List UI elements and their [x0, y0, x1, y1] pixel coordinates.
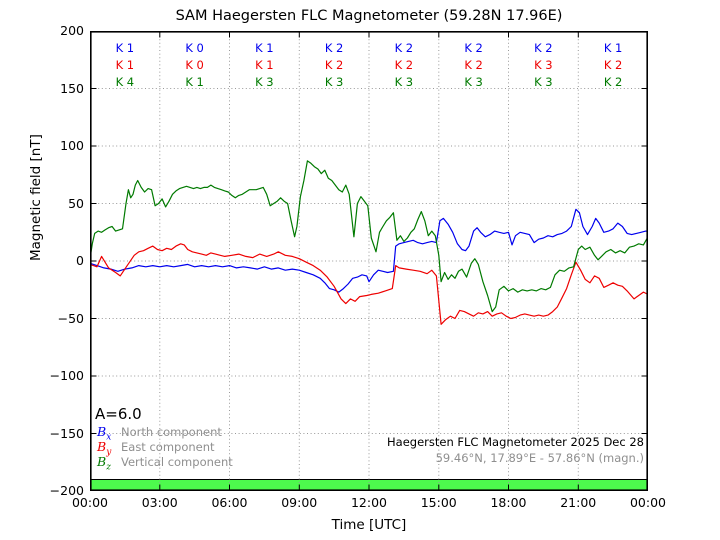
- legend-label: Vertical component: [121, 455, 233, 469]
- k-index-cell: K 2: [464, 41, 483, 55]
- k-index-cell: K 2: [603, 75, 623, 89]
- x-tick-label: 06:00: [211, 495, 248, 510]
- legend-label: East component: [121, 440, 215, 454]
- k-index-cell: K 4: [115, 75, 135, 89]
- legend-item: Bz Vertical component: [97, 454, 233, 472]
- k-index-cell: K 2: [324, 58, 344, 72]
- y-tick-label: 100: [60, 138, 84, 153]
- y-tick-label: −100: [49, 368, 84, 383]
- series-by: [90, 243, 648, 325]
- k-index-cell: K 2: [394, 58, 414, 72]
- k-index-cell: K 3: [534, 58, 553, 72]
- k-index-cell: K 1: [115, 41, 135, 55]
- k-index-cell: K 3: [255, 75, 274, 89]
- series-bz: [90, 160, 648, 313]
- y-tick-label: −150: [49, 425, 84, 441]
- k-index-cell: K 1: [255, 41, 274, 55]
- k-index-cell: K 2: [464, 58, 483, 72]
- k-index-cell: K 2: [394, 41, 414, 55]
- legend-item: By East component: [97, 439, 233, 457]
- y-tick-label: 0: [76, 253, 84, 268]
- y-tick-label: 200: [60, 23, 84, 38]
- series-bx: [90, 208, 648, 293]
- k-index-cell: K 0: [185, 58, 204, 72]
- k-index-cell: K 1: [185, 75, 204, 89]
- k-index-cell: K 0: [185, 41, 204, 55]
- k-index-cell: K 2: [603, 58, 623, 72]
- x-tick-label: 21:00: [560, 495, 597, 510]
- legend-label: North component: [121, 425, 222, 439]
- x-tick-label: 18:00: [490, 495, 527, 510]
- x-tick-label: 00:00: [71, 495, 109, 510]
- chart-canvas: [90, 31, 648, 491]
- legend-symbol: By: [97, 439, 112, 458]
- legend: Bx North component By East component Bz Verti…: [97, 424, 233, 472]
- legend-symbol: Bx: [97, 424, 112, 443]
- y-tick-label: 150: [60, 80, 84, 96]
- a-index-annotation: A=6.0: [95, 405, 142, 423]
- k-index-cell: K 3: [324, 75, 344, 89]
- station-info-line1: Haegersten FLC Magnetometer 2025 Dec 28: [387, 435, 644, 449]
- x-tick-label: 15:00: [420, 495, 457, 510]
- station-info-box: Haegersten FLC Magnetometer 2025 Dec 28 …: [387, 434, 644, 466]
- chart-title: SAM Haegersten FLC Magnetometer (59.28N …: [175, 8, 563, 24]
- y-tick-label: −200: [49, 483, 84, 498]
- k-index-cell: K 1: [115, 58, 135, 72]
- station-info-line2: 59.46°N, 17.89°E - 57.86°N (magn.): [435, 451, 644, 465]
- y-tick-label: −50: [57, 310, 84, 326]
- plot-frame: [90, 31, 648, 491]
- x-tick-label: 03:00: [141, 495, 178, 510]
- x-tick-label: 00:00: [629, 495, 667, 510]
- k-index-cell: K 1: [255, 58, 274, 72]
- legend-item: Bx North component: [97, 424, 233, 442]
- k-index-cell: K 1: [603, 41, 623, 55]
- x-tick-label: 12:00: [350, 495, 388, 510]
- x-tick-label: 09:00: [281, 495, 318, 510]
- k-index-cell: K 3: [464, 75, 483, 89]
- y-tick-label: 50: [68, 195, 84, 211]
- plot-area: K 1 K 0 K 1 K 2 K 2 K 2 K 2 K 1 K 1 K 0 K 1 K 2 K 2 K…: [90, 31, 648, 491]
- k-index-cell: K 3: [534, 75, 553, 89]
- k-index-cell: K 3: [394, 75, 414, 89]
- k-index-cell: K 2: [324, 41, 344, 55]
- legend-symbol: Bz: [97, 454, 111, 473]
- k-index-cell: K 2: [534, 41, 553, 55]
- x-axis-title: Time [UTC]: [331, 517, 407, 533]
